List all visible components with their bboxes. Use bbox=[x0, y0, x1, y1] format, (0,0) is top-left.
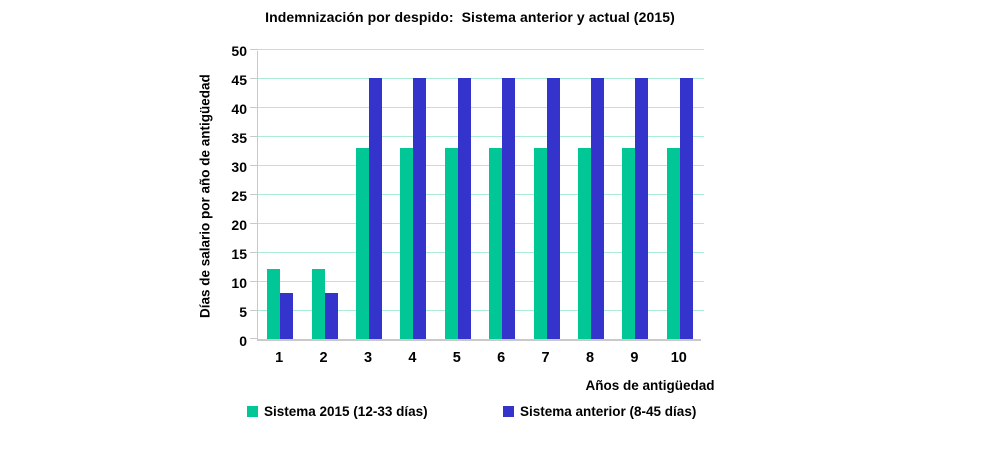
x-tick-label-3: 3 bbox=[363, 350, 373, 366]
y-tick-label-30: 30 bbox=[231, 159, 247, 175]
y-axis-tickmark-20 bbox=[250, 223, 258, 224]
gridline-y-10 bbox=[258, 281, 704, 282]
x-tick-label-5: 5 bbox=[452, 350, 461, 366]
y-tick-label-45: 45 bbox=[231, 72, 247, 88]
x-tick-label-9: 9 bbox=[630, 350, 639, 366]
x-axis-title: Años de antigüedad bbox=[585, 378, 715, 393]
bar-series-2-year-10 bbox=[679, 78, 693, 339]
bar-series-2-year-2 bbox=[324, 292, 338, 339]
y-axis-tickmark-10 bbox=[250, 281, 258, 282]
legend-swatch-blue-icon bbox=[503, 406, 514, 417]
bar-series-1-year-9 bbox=[622, 147, 636, 339]
y-axis-tickmark-35 bbox=[250, 136, 258, 137]
bar-series-1-year-1 bbox=[267, 269, 281, 339]
x-tick-label-8: 8 bbox=[585, 350, 595, 366]
x-tick-label-1: 1 bbox=[275, 350, 284, 366]
gridline-y-25 bbox=[258, 194, 704, 195]
bar-series-1-year-6 bbox=[489, 147, 503, 339]
y-tick-label-25: 25 bbox=[231, 188, 247, 204]
gridline-y-5 bbox=[258, 310, 704, 311]
x-tick-label-4: 4 bbox=[408, 350, 417, 366]
y-tick-label-10: 10 bbox=[231, 275, 247, 291]
bar-series-2-year-5 bbox=[457, 78, 471, 339]
bar-series-1-year-8 bbox=[578, 147, 591, 339]
bar-series-2-year-3 bbox=[369, 78, 382, 339]
legend-swatch-green-icon bbox=[247, 406, 258, 417]
gridline-y-45 bbox=[258, 78, 704, 79]
x-tick-label-7: 7 bbox=[541, 350, 550, 366]
bar-series-2-year-9 bbox=[635, 78, 649, 339]
bar-chart: Indemnización por despido: Sistema anter… bbox=[190, 0, 750, 466]
plot-area bbox=[250, 49, 704, 341]
bar-series-1-year-3 bbox=[356, 147, 369, 339]
gridline-y-30 bbox=[258, 165, 704, 166]
y-axis-tickmark-0 bbox=[250, 338, 258, 339]
y-axis-tickmark-30 bbox=[250, 165, 258, 166]
x-axis-tick-labels: 1 2 3 4 5 6 7 8 9 10 bbox=[257, 350, 701, 370]
gridline-y-35 bbox=[258, 136, 704, 137]
gridline-y-15 bbox=[258, 252, 704, 253]
legend-entry-sistema-anterior: Sistema anterior (8-45 días) bbox=[503, 404, 696, 419]
bar-series-2-year-4 bbox=[413, 78, 427, 339]
y-tick-label-0: 0 bbox=[239, 333, 247, 349]
x-tick-label-2: 2 bbox=[319, 350, 328, 366]
y-axis-tick-labels: 0 5 10 15 20 25 30 35 40 45 50 bbox=[190, 43, 247, 349]
y-axis-tickmark-45 bbox=[250, 78, 258, 79]
y-tick-label-15: 15 bbox=[231, 246, 247, 262]
y-axis-tickmark-50 bbox=[250, 49, 258, 50]
gridline-y-40 bbox=[258, 107, 704, 108]
legend-label-sistema-2015: Sistema 2015 (12-33 días) bbox=[264, 404, 428, 419]
bar-series-1-year-2 bbox=[311, 269, 325, 339]
y-tick-label-50: 50 bbox=[231, 43, 247, 59]
y-axis-tickmark-15 bbox=[250, 252, 258, 253]
legend-entry-sistema-2015: Sistema 2015 (12-33 días) bbox=[247, 404, 428, 419]
legend-label-sistema-anterior: Sistema anterior (8-45 días) bbox=[520, 404, 697, 419]
x-tick-label-6: 6 bbox=[497, 350, 506, 366]
bar-series-2-year-6 bbox=[502, 78, 516, 339]
y-axis-tickmark-25 bbox=[250, 194, 258, 195]
bar-series-1-year-7 bbox=[533, 147, 547, 339]
y-tick-label-20: 20 bbox=[231, 217, 247, 233]
y-tick-label-35: 35 bbox=[231, 130, 247, 146]
bar-series-1-year-4 bbox=[400, 147, 414, 339]
legend: Sistema 2015 (12-33 días) Sistema anteri… bbox=[190, 404, 750, 426]
gridline-y-20 bbox=[258, 223, 704, 224]
bar-series-2-year-1 bbox=[280, 292, 294, 339]
chart-title: Indemnización por despido: Sistema anter… bbox=[265, 9, 675, 25]
bar-series-1-year-5 bbox=[444, 147, 458, 339]
bar-series-2-year-7 bbox=[546, 78, 560, 339]
bar-series-1-year-10 bbox=[666, 147, 680, 339]
y-axis-tickmark-5 bbox=[250, 310, 258, 311]
y-axis-tickmark-40 bbox=[250, 107, 258, 108]
bar-series-2-year-8 bbox=[591, 78, 604, 339]
gridline-y-50 bbox=[258, 49, 704, 50]
y-tick-label-40: 40 bbox=[231, 101, 247, 117]
x-tick-label-10: 10 bbox=[670, 350, 687, 366]
y-tick-label-5: 5 bbox=[239, 304, 247, 320]
